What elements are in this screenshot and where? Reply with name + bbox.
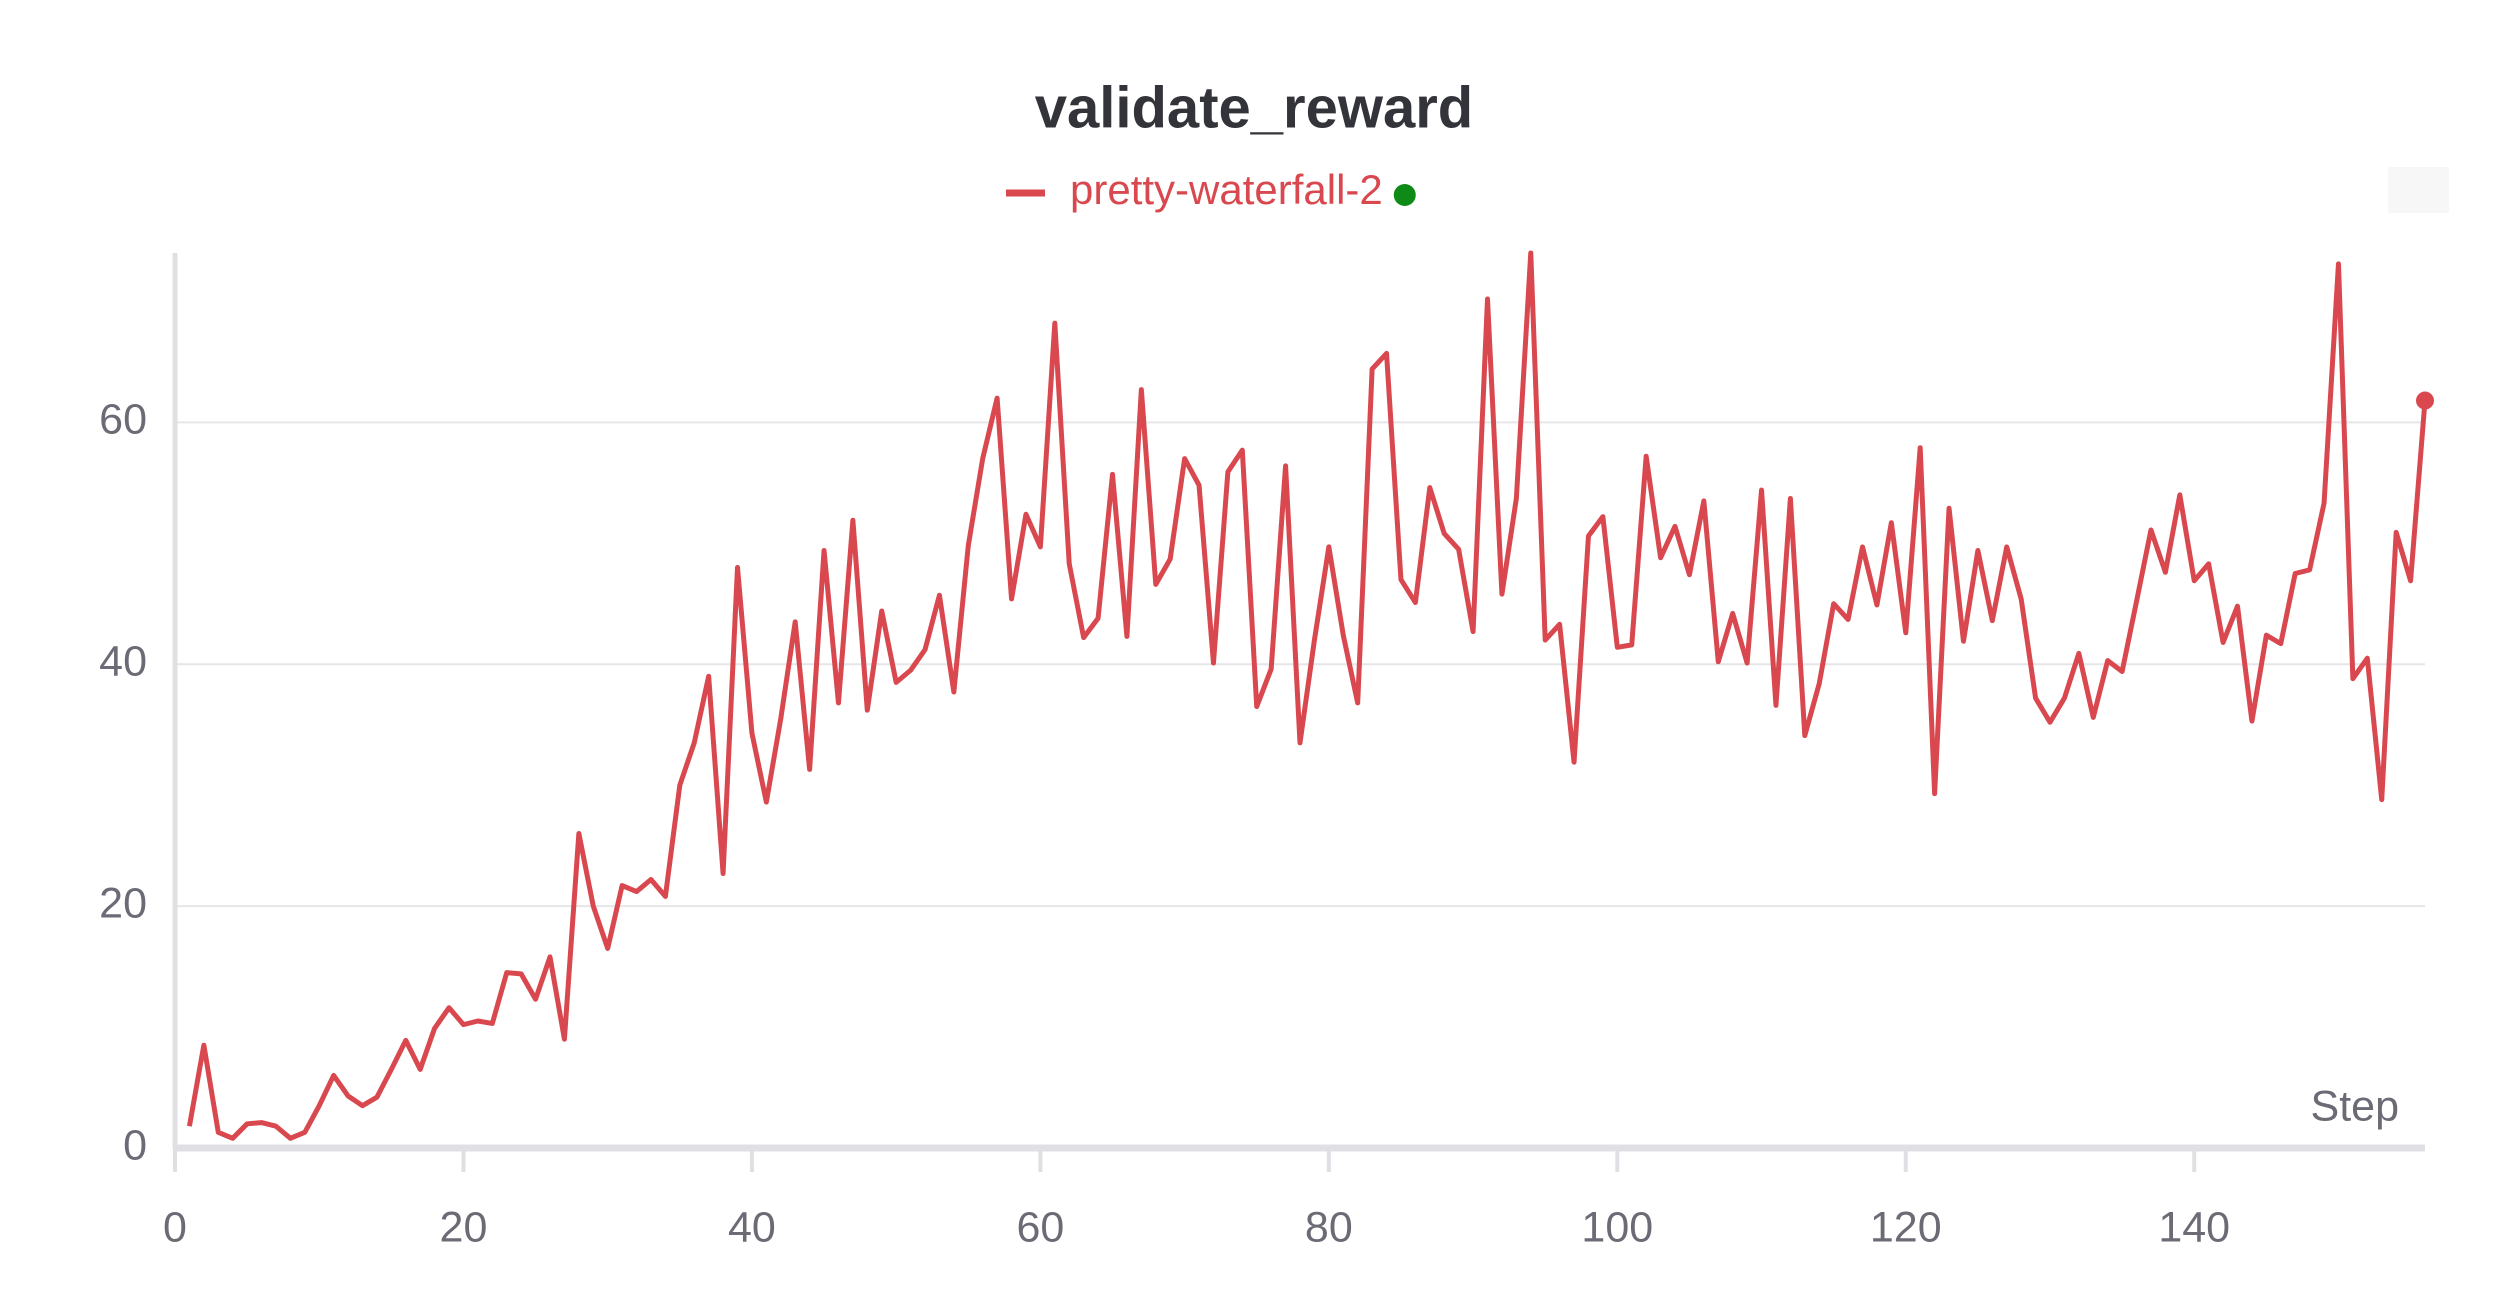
y-tick-label: 0 (123, 1121, 147, 1169)
y-tick-label: 40 (99, 638, 147, 686)
x-tick-label: 100 (1581, 1203, 1653, 1251)
x-axis-label: Step (2311, 1082, 2399, 1130)
legend-label: pretty-waterfall-2 (1070, 166, 1383, 213)
x-tick-label: 40 (728, 1203, 776, 1251)
y-tick-label: 60 (99, 396, 147, 444)
x-tick-label: 140 (2158, 1203, 2230, 1251)
run-status-dot (1393, 184, 1416, 206)
chart-title: validate_reward (1035, 75, 1473, 140)
x-tick-label: 0 (163, 1203, 187, 1251)
last-point (2416, 391, 2434, 410)
x-tick-label: 80 (1305, 1203, 1353, 1251)
x-tick-label: 120 (1870, 1203, 1942, 1251)
x-tick-label: 20 (440, 1203, 488, 1251)
series-line (186, 250, 2428, 1141)
panel-button[interactable] (2388, 167, 2449, 213)
x-tick-label: 60 (1016, 1203, 1064, 1251)
y-tick-label: 20 (99, 879, 147, 927)
